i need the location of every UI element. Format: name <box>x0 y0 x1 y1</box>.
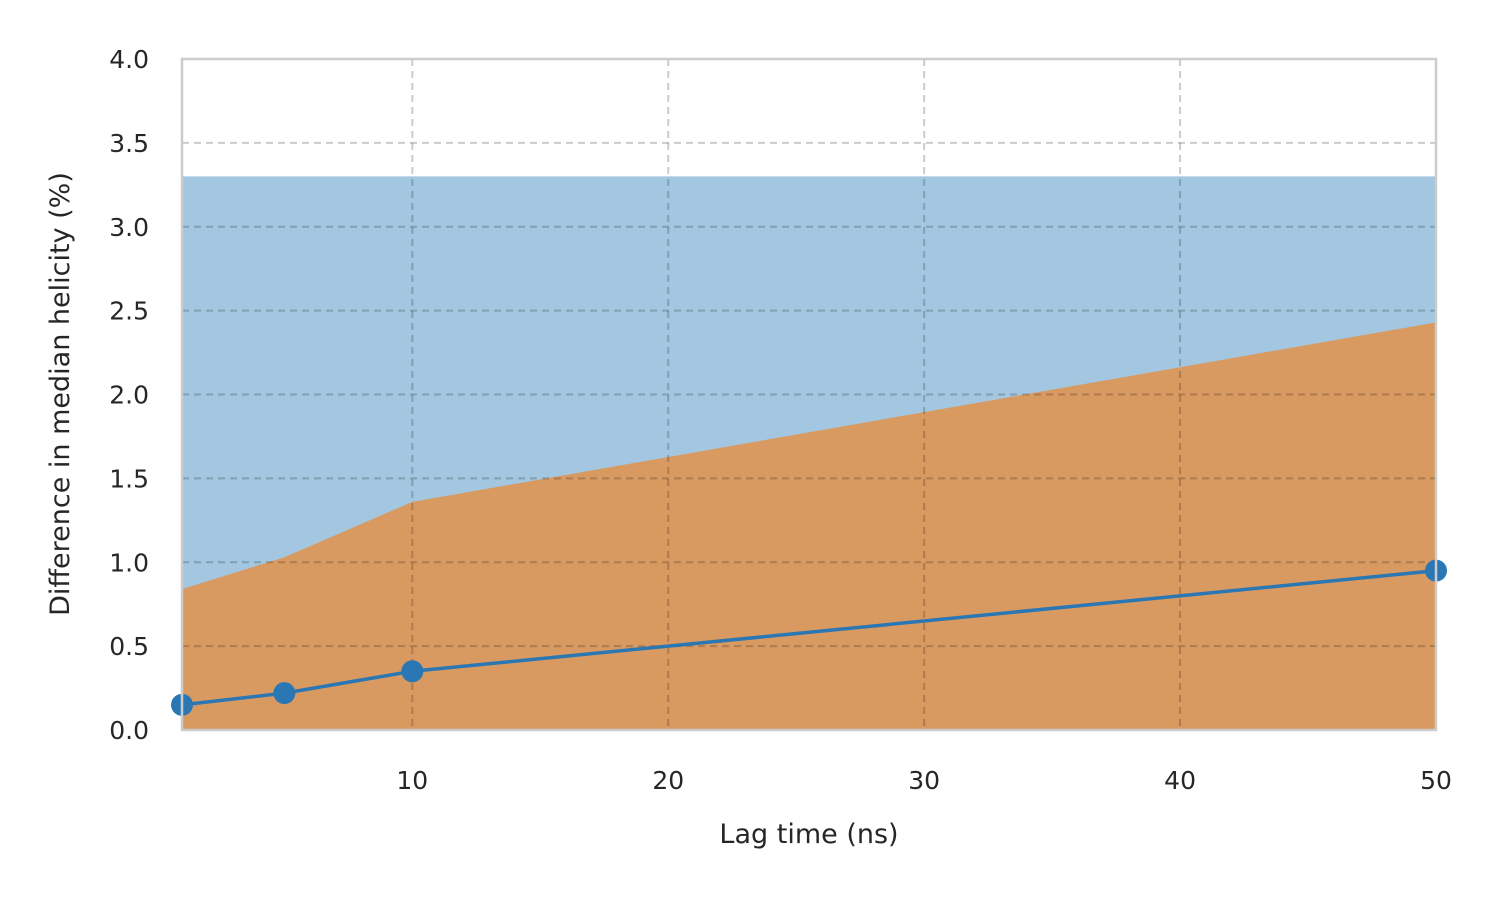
data-point <box>401 660 424 683</box>
x-tick-label: 40 <box>1164 766 1196 795</box>
y-tick-label: 0.5 <box>109 632 149 661</box>
y-tick-label: 1.0 <box>109 548 149 577</box>
y-tick-labels: 0.0 0.5 1.0 1.5 2.0 2.5 3.0 3.5 4.0 <box>109 45 149 745</box>
series-line <box>181 568 1437 707</box>
area-fills <box>182 176 1436 731</box>
y-tick-label: 2.0 <box>109 381 149 410</box>
y-tick-label: 2.5 <box>109 297 149 326</box>
x-tick-label: 50 <box>1420 766 1452 795</box>
y-axis-label: Difference in median helicity (%) <box>45 172 76 616</box>
x-tick-labels: 10 20 30 40 50 <box>396 766 1451 795</box>
y-tick-label: 0.0 <box>109 716 149 745</box>
x-tick-label: 30 <box>908 766 940 795</box>
y-tick-label: 3.5 <box>109 129 149 158</box>
plot-frame <box>180 57 1438 732</box>
x-axis-label: Lag time (ns) <box>719 819 898 850</box>
area-fill-2 <box>182 322 1436 730</box>
y-tick-label: 4.0 <box>109 45 149 74</box>
x-tick-label: 20 <box>652 766 684 795</box>
x-tick-label: 10 <box>396 766 428 795</box>
data-point <box>273 682 296 705</box>
y-tick-label: 3.0 <box>109 213 149 242</box>
y-tick-label: 1.5 <box>109 464 149 493</box>
